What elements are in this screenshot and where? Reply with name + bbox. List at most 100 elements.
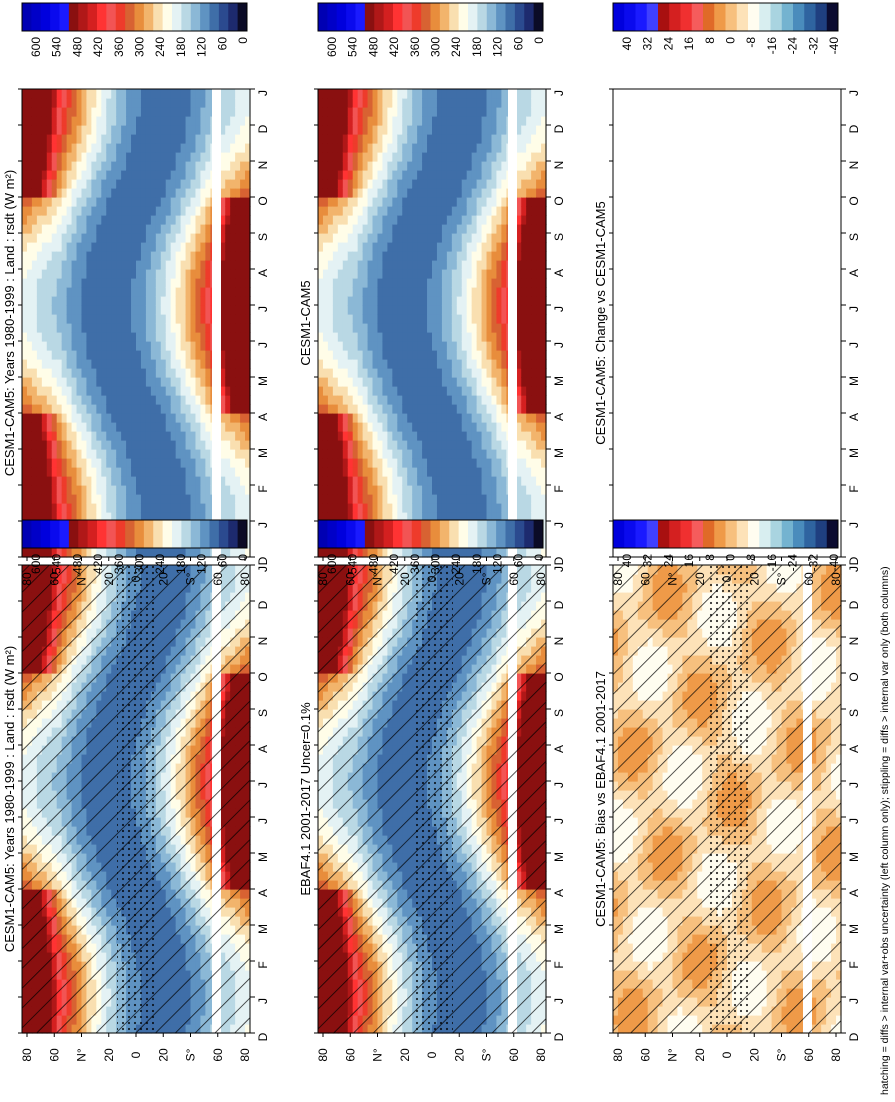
heatmap-cell <box>140 224 147 234</box>
heatmap-cell <box>170 413 177 423</box>
heatmap-cell <box>170 512 177 522</box>
heatmap-cell <box>235 233 241 243</box>
heatmap-cell <box>96 548 102 558</box>
heatmap-cell <box>76 485 83 495</box>
heatmap-cell <box>200 116 206 126</box>
heatmap-cell <box>116 287 122 297</box>
heatmap-cell <box>145 143 152 153</box>
heatmap-cell <box>185 134 192 144</box>
heatmap-cell <box>121 161 127 171</box>
heatmap-cell <box>190 395 197 405</box>
heatmap-cell <box>86 224 92 234</box>
heatmap-cell <box>51 494 58 504</box>
heatmap-cell <box>195 260 202 270</box>
lat-label: 20 <box>102 1048 116 1062</box>
heatmap-cell <box>126 224 132 234</box>
heatmap-cell <box>101 134 107 144</box>
heatmap-cell <box>155 476 162 486</box>
heatmap-cell <box>46 152 53 162</box>
heatmap-cell <box>91 422 97 432</box>
heatmap-cell <box>145 314 152 324</box>
heatmap-cell <box>61 395 68 405</box>
heatmap-cell <box>71 314 78 324</box>
heatmap-cell <box>81 287 88 297</box>
heatmap-cell <box>245 89 251 99</box>
heatmap-cell <box>200 512 206 522</box>
heatmap-cell <box>116 422 122 432</box>
heatmap-cell <box>126 395 132 405</box>
heatmap-cell <box>180 548 187 558</box>
heatmap-cell <box>86 269 92 279</box>
heatmap-cell <box>170 458 177 468</box>
heatmap-cell <box>175 251 182 261</box>
heatmap-cell <box>180 197 187 207</box>
heatmap-cell <box>81 512 88 522</box>
heatmap-cell <box>36 341 43 351</box>
heatmap-cell <box>170 278 177 288</box>
heatmap-cell <box>150 323 157 333</box>
heatmap-cell <box>145 359 152 369</box>
heatmap-cell <box>190 314 197 324</box>
heatmap-cell <box>131 197 137 207</box>
heatmap-cell <box>46 494 53 504</box>
heatmap-cell <box>31 188 38 198</box>
heatmap-cell <box>150 458 157 468</box>
heatmap-cell <box>190 503 197 513</box>
heatmap-cell <box>240 215 246 225</box>
heatmap-cell <box>235 116 241 126</box>
heatmap-cell <box>111 350 117 360</box>
heatmap-cell <box>220 341 226 351</box>
heatmap-cell <box>245 476 251 486</box>
heatmap-cell <box>190 467 197 477</box>
heatmap-cell <box>131 206 137 216</box>
heatmap-cell <box>101 359 107 369</box>
heatmap-cell <box>116 179 122 189</box>
heatmap-cell <box>240 323 246 333</box>
heatmap-cell <box>185 152 192 162</box>
heatmap-cell <box>185 242 192 252</box>
heatmap-cell <box>22 305 28 315</box>
heatmap-cell <box>71 179 78 189</box>
heatmap-cell <box>26 260 33 270</box>
heatmap-cell <box>136 377 142 387</box>
heatmap-cell <box>240 197 246 207</box>
heatmap-cell <box>76 305 83 315</box>
heatmap-cell <box>96 107 102 117</box>
heatmap-cell <box>195 467 202 477</box>
heatmap-cell <box>121 143 127 153</box>
heatmap-cell <box>76 350 83 360</box>
heatmap-cell <box>140 98 147 108</box>
heatmap-cell <box>61 170 68 180</box>
heatmap-cell <box>26 377 33 387</box>
heatmap-cell <box>190 125 197 135</box>
heatmap-cell <box>160 305 167 315</box>
heatmap-cell <box>160 377 167 387</box>
heatmap-cell <box>71 242 78 252</box>
heatmap-cell <box>165 413 172 423</box>
heatmap-cell <box>76 107 83 117</box>
heatmap-cell <box>126 161 132 171</box>
heatmap-cell <box>91 494 97 504</box>
heatmap-cell <box>225 206 231 216</box>
heatmap-cell <box>200 440 206 450</box>
heatmap-cell <box>106 359 112 369</box>
heatmap-cell <box>71 458 78 468</box>
heatmap-cell <box>66 206 73 216</box>
heatmap-cell <box>51 170 58 180</box>
month-label: A <box>256 745 270 753</box>
heatmap-cell <box>71 269 78 279</box>
heatmap-cell <box>245 539 251 549</box>
heatmap-cell <box>205 188 211 198</box>
heatmap-cell <box>116 341 122 351</box>
heatmap-cell <box>111 413 117 423</box>
heatmap-cell <box>131 269 137 279</box>
heatmap-cell <box>150 395 157 405</box>
heatmap-cell <box>56 98 63 108</box>
month-label: M <box>256 924 270 934</box>
heatmap-cell <box>245 107 251 117</box>
heatmap-cell <box>235 368 241 378</box>
heatmap-cell <box>235 296 241 306</box>
heatmap-cell <box>56 215 63 225</box>
heatmap-cell <box>245 323 251 333</box>
heatmap-cell <box>61 287 68 297</box>
